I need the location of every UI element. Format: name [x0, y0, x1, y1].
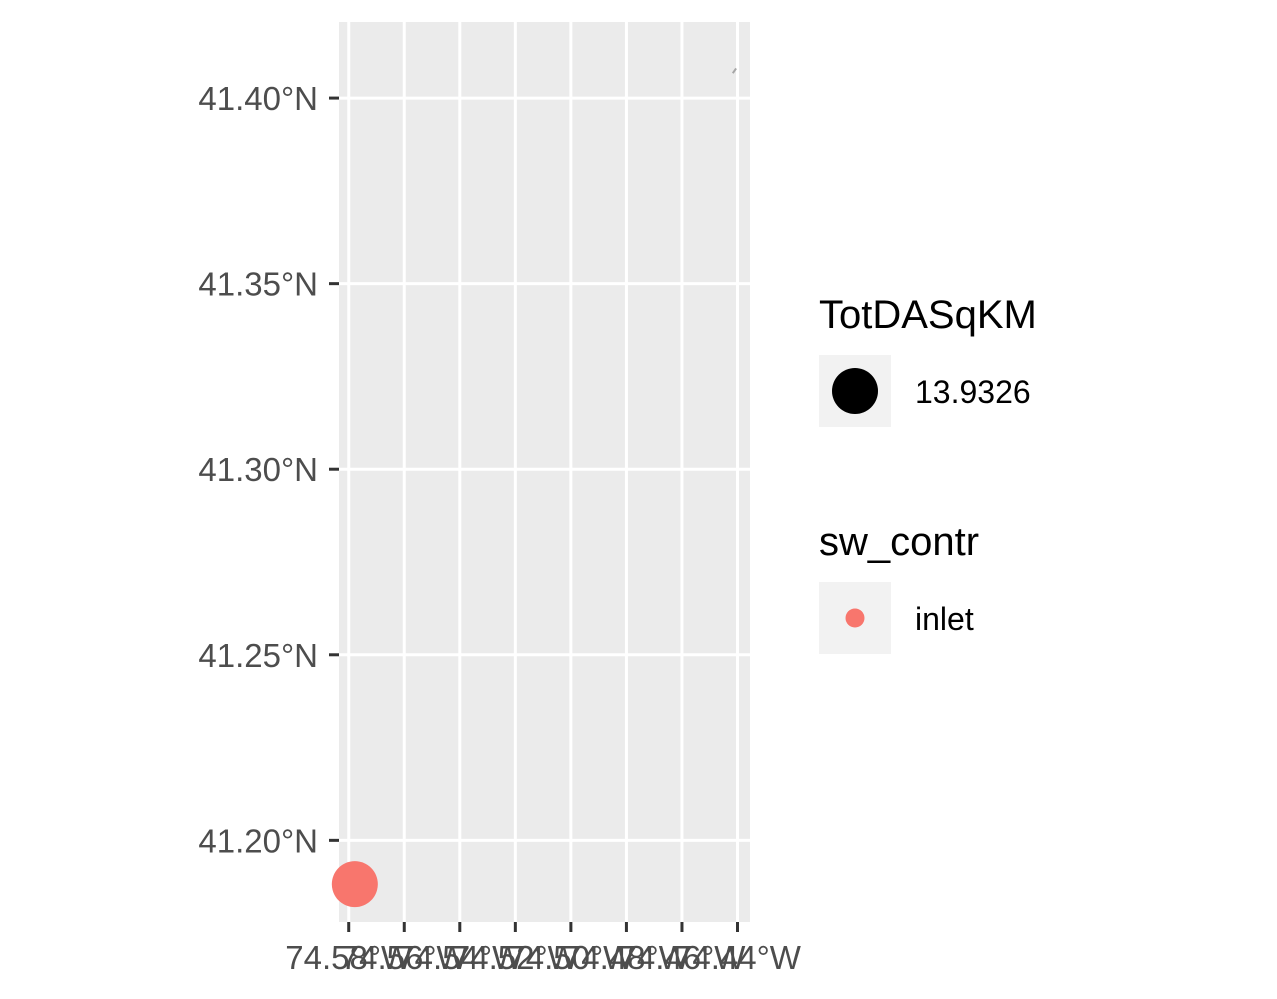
legend-title-totdasqkm: TotDASqKM [819, 293, 1037, 337]
legend-size-marker [832, 368, 878, 414]
y-tick-label: 41.30°N [198, 451, 318, 488]
legend-color-marker [845, 608, 865, 628]
plot-panel [339, 22, 750, 922]
y-tick-label: 41.20°N [198, 822, 318, 859]
flowline [731, 67, 737, 74]
y-tick-label: 41.35°N [198, 266, 318, 303]
x-tick-label: 74.46°W [618, 939, 746, 976]
legend-label-size: 13.9326 [915, 374, 1031, 410]
legend-title-sw-contr: sw_contr [819, 520, 979, 564]
legend: TotDASqKM 13.9326 sw_contr inlet [819, 293, 1037, 654]
inlet-point [331, 861, 378, 908]
legend-label-inlet: inlet [915, 601, 974, 637]
x-tick-label: 74.52°W [452, 939, 580, 976]
x-tick-label: 74.58°W [285, 939, 413, 976]
y-tick-label: 41.40°N [198, 80, 318, 117]
x-axis: 74.58°W74.56°W74.54°W74.52°W74.50°W74.48… [285, 922, 802, 976]
flowline-layer [731, 67, 737, 74]
x-tick-label: 74.56°W [341, 939, 469, 976]
x-tick-label: 74.48°W [563, 939, 691, 976]
x-grid-lines [347, 22, 740, 922]
y-axis: 41.20°N 41.25°N 41.30°N 41.35°N 41.40°N [198, 80, 339, 859]
x-tick-label: 74.50°W [507, 939, 635, 976]
y-tick-label: 41.25°N [198, 637, 318, 674]
x-tick-label: 74.44°W [674, 939, 802, 976]
x-tick-label: 74.54°W [396, 939, 524, 976]
point-layer [331, 861, 378, 908]
y-grid-lines [339, 96, 750, 842]
